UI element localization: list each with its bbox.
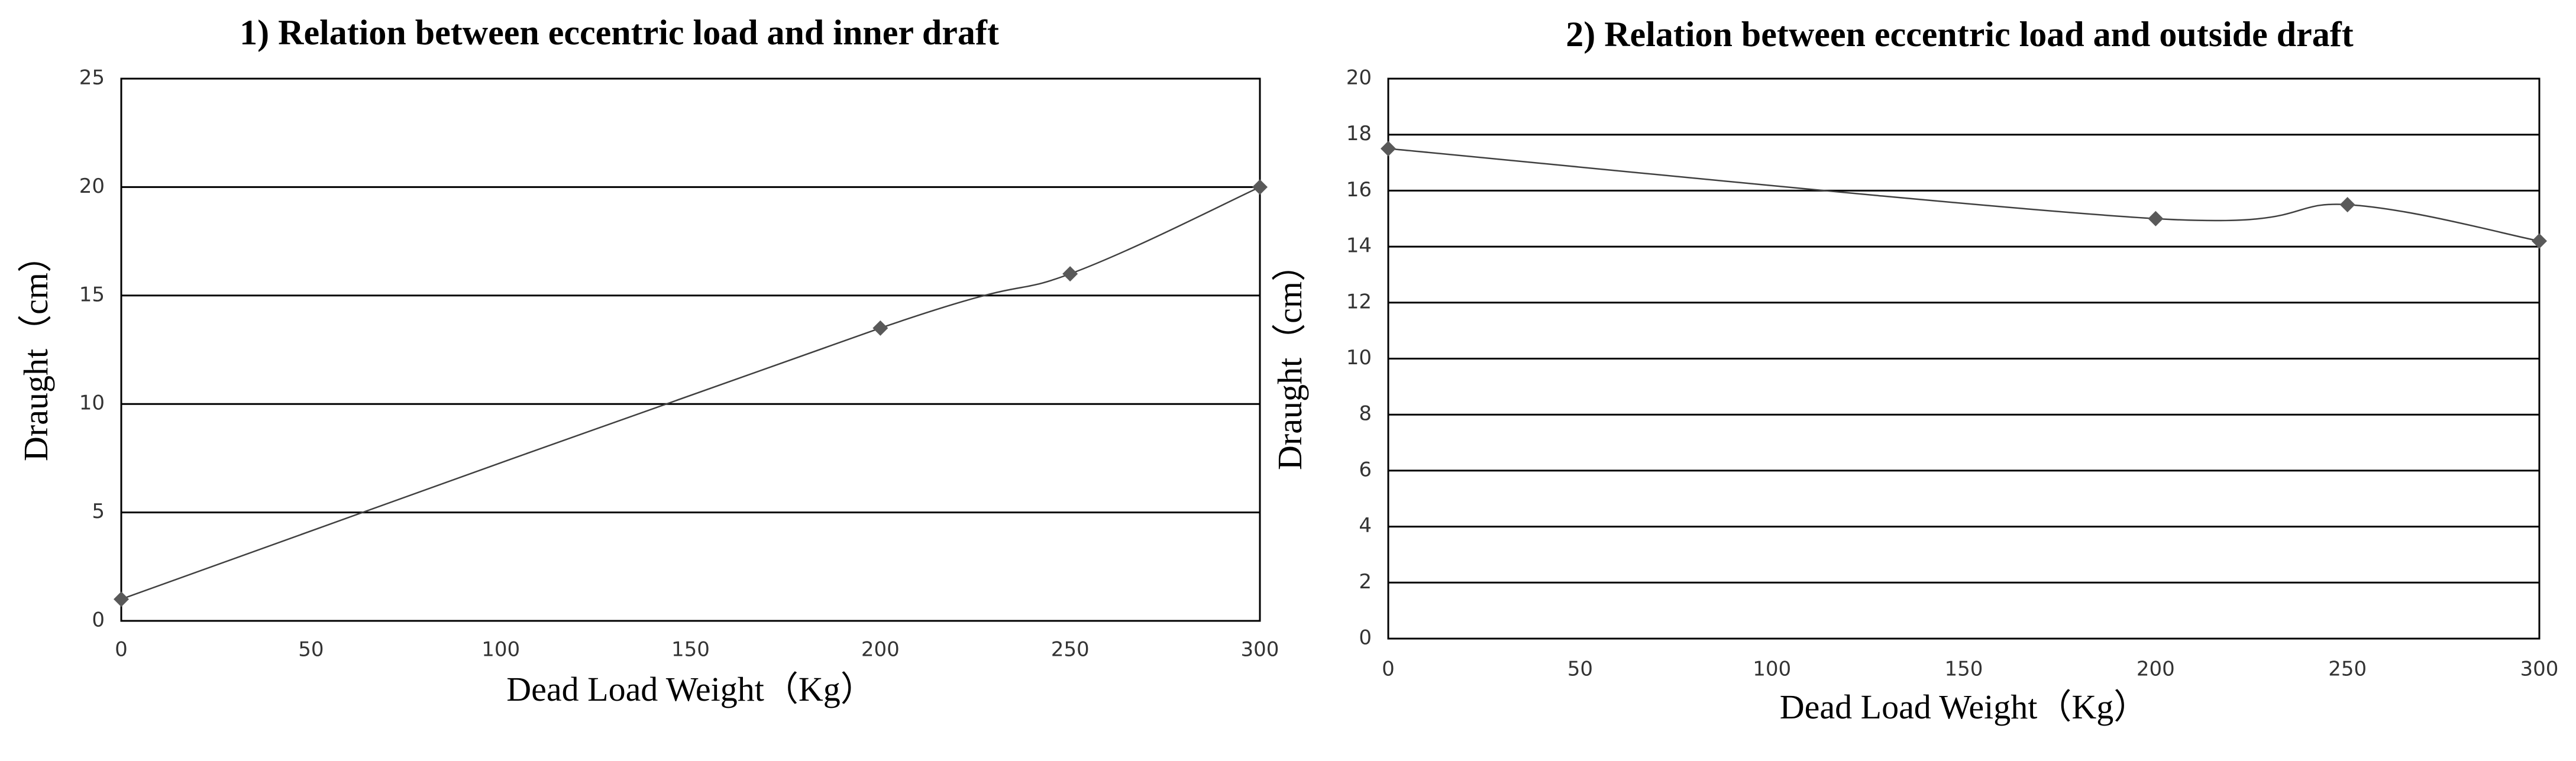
x-tick-label: 250 — [1051, 638, 1090, 662]
data-point — [1381, 141, 1396, 157]
x-tick-label: 200 — [2137, 658, 2175, 681]
x-tick-label: 150 — [671, 638, 710, 662]
x-tick-label: 100 — [1753, 658, 1791, 681]
x-tick-label: 250 — [2328, 658, 2367, 681]
y-tick-label: 16 — [1346, 178, 1372, 202]
y-axis-label: Draught（cm） — [17, 238, 55, 461]
y-tick-label: 0 — [1359, 626, 1372, 650]
x-tick-label: 50 — [1567, 658, 1593, 681]
y-axis-label: Draught（cm） — [1271, 247, 1309, 470]
data-point — [1252, 179, 1268, 195]
y-tick-label: 6 — [1359, 458, 1372, 481]
x-tick-label: 0 — [1382, 658, 1395, 681]
x-tick-label: 200 — [861, 638, 900, 662]
plot-border — [120, 77, 1261, 622]
y-tick-label: 12 — [1346, 290, 1372, 313]
y-tick-label: 0 — [92, 608, 105, 632]
y-tick-label: 25 — [79, 66, 105, 90]
trend-line — [1388, 148, 2540, 242]
data-point — [2532, 233, 2547, 249]
chart-title: 1) Relation between eccentric load and i… — [240, 13, 999, 52]
y-tick-label: 14 — [1346, 234, 1372, 258]
data-point — [2148, 211, 2164, 226]
x-axis-label: Dead Load Weight（Kg） — [506, 670, 874, 708]
plot-border — [1387, 77, 2541, 640]
y-tick-label: 4 — [1359, 514, 1372, 537]
y-tick-label: 20 — [1346, 66, 1372, 90]
chart-title: 2) Relation between eccentric load and o… — [1566, 15, 2354, 54]
y-tick-label: 18 — [1346, 122, 1372, 145]
x-tick-label: 300 — [1241, 638, 1279, 662]
data-point — [114, 591, 129, 607]
x-tick-label: 0 — [115, 638, 128, 662]
x-axis-label: Dead Load Weight（Kg） — [1780, 688, 2148, 726]
x-tick-label: 100 — [481, 638, 520, 662]
x-tick-label: 150 — [1945, 658, 1983, 681]
y-tick-label: 8 — [1359, 402, 1372, 426]
x-tick-label: 50 — [298, 638, 324, 662]
data-point — [1062, 266, 1078, 282]
y-tick-label: 10 — [79, 391, 105, 415]
x-tick-label: 300 — [2520, 658, 2559, 681]
y-tick-label: 5 — [92, 500, 105, 523]
trend-line — [121, 186, 1260, 600]
y-tick-label: 10 — [1346, 346, 1372, 370]
y-tick-label: 15 — [79, 283, 105, 306]
data-point — [2339, 197, 2355, 213]
y-tick-label: 20 — [79, 174, 105, 198]
y-tick-label: 2 — [1359, 570, 1372, 594]
data-point — [872, 320, 888, 336]
